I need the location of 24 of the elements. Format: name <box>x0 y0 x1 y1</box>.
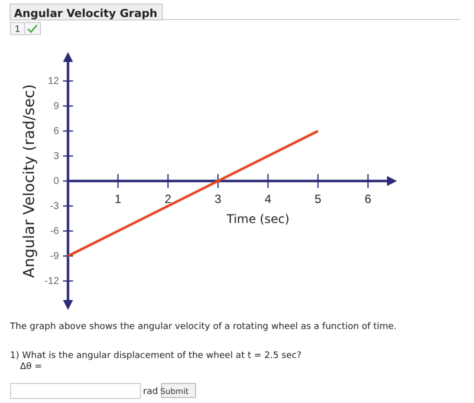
x-tick-label: 2 <box>164 192 172 206</box>
y-tick-label: 6 <box>53 126 60 138</box>
y-tick-label: 9 <box>53 101 60 112</box>
x-tick-label: 6 <box>364 192 372 206</box>
y-tick-label: 3 <box>53 151 60 162</box>
y-axis-title: Angular Velocity (rad/sec) <box>20 84 38 278</box>
y-tick-label: 0 <box>53 176 60 188</box>
x-tick-label: 5 <box>314 192 322 206</box>
text: Δθ = <box>20 362 42 372</box>
text: rad <box>143 387 158 397</box>
x-axis-title: Time (sec) <box>226 212 290 226</box>
y-tick-label: -3 <box>50 201 60 212</box>
text: 1) What is the angular displacement of the wheel at t = 2.5 sec? <box>10 351 302 361</box>
x-tick-label: 3 <box>214 192 222 206</box>
y-tick-label: -12 <box>44 276 60 288</box>
chart-title: Angular Velocity Graph <box>14 7 158 20</box>
text: Submit <box>160 387 189 396</box>
y-tick-label: -9 <box>50 251 60 262</box>
x-tick-label: 1 <box>114 192 122 206</box>
x-tick-label: 4 <box>264 192 272 206</box>
text: 1 <box>14 25 20 35</box>
y-tick-label: 12 <box>48 76 60 88</box>
y-tick-label: -6 <box>50 226 60 238</box>
text: The graph above shows the angular velocity of a rotating wheel as a function of time. <box>9 322 397 332</box>
